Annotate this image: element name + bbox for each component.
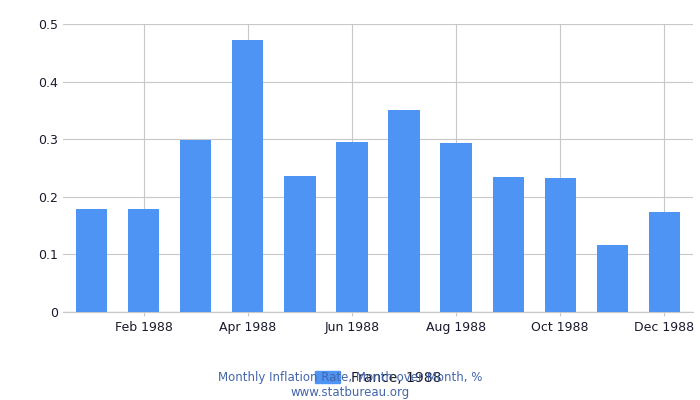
Bar	[545, 178, 576, 312]
Bar	[389, 110, 420, 312]
Bar	[440, 143, 472, 312]
Bar	[649, 212, 680, 312]
Bar	[284, 176, 316, 312]
Bar	[180, 140, 211, 312]
Bar	[493, 177, 524, 312]
Legend: France, 1988: France, 1988	[309, 365, 447, 390]
Bar	[596, 245, 628, 312]
Bar	[336, 142, 368, 312]
Bar	[76, 210, 107, 312]
Bar	[128, 210, 160, 312]
Text: Monthly Inflation Rate, Month over Month, %: Monthly Inflation Rate, Month over Month…	[218, 372, 482, 384]
Bar	[232, 40, 263, 312]
Text: www.statbureau.org: www.statbureau.org	[290, 386, 410, 399]
